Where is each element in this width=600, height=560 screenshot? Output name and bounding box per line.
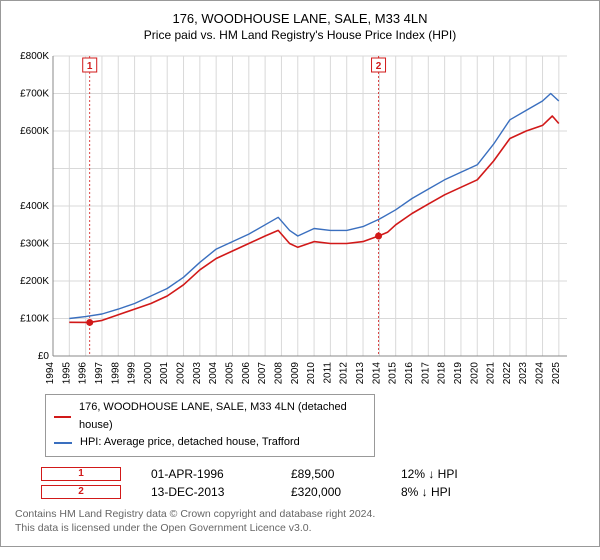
svg-text:2: 2 <box>376 61 382 72</box>
svg-text:£600K: £600K <box>20 126 49 137</box>
svg-text:2005: 2005 <box>224 362 235 385</box>
svg-text:1998: 1998 <box>110 362 121 385</box>
svg-text:2009: 2009 <box>290 362 301 385</box>
footer-line2: This data is licensed under the Open Gov… <box>15 521 585 536</box>
svg-text:2000: 2000 <box>143 362 154 385</box>
svg-text:£200K: £200K <box>20 276 49 287</box>
svg-text:1996: 1996 <box>78 362 89 385</box>
footer-line1: Contains HM Land Registry data © Crown c… <box>15 507 585 522</box>
svg-text:2001: 2001 <box>159 362 170 385</box>
sale-price: £89,500 <box>291 467 371 481</box>
title-block: 176, WOODHOUSE LANE, SALE, M33 4LN Price… <box>15 11 585 42</box>
svg-text:2020: 2020 <box>469 362 480 385</box>
svg-text:2021: 2021 <box>486 362 497 385</box>
svg-text:1: 1 <box>87 61 93 72</box>
svg-text:2017: 2017 <box>420 362 431 385</box>
legend: 176, WOODHOUSE LANE, SALE, M33 4LN (deta… <box>45 394 375 457</box>
chart-card: 176, WOODHOUSE LANE, SALE, M33 4LN Price… <box>0 0 600 547</box>
svg-text:1997: 1997 <box>94 362 105 385</box>
svg-text:2018: 2018 <box>437 362 448 385</box>
svg-text:2015: 2015 <box>388 362 399 385</box>
legend-row-property: 176, WOODHOUSE LANE, SALE, M33 4LN (deta… <box>54 399 366 434</box>
svg-text:£300K: £300K <box>20 239 49 250</box>
svg-text:2011: 2011 <box>322 362 333 384</box>
svg-text:2004: 2004 <box>208 362 219 385</box>
price-chart: £0 £100K £200K £300K £400K £600K £700K £800K 199… <box>15 48 585 388</box>
svg-text:2019: 2019 <box>453 362 464 385</box>
svg-text:2010: 2010 <box>306 362 317 385</box>
sale-date: 13-DEC-2013 <box>151 485 261 499</box>
sale-date: 01-APR-1996 <box>151 467 261 481</box>
svg-text:2003: 2003 <box>192 362 203 385</box>
svg-text:£0: £0 <box>38 351 50 362</box>
svg-text:2006: 2006 <box>241 362 252 385</box>
svg-text:1995: 1995 <box>61 362 72 385</box>
chart-subtitle: Price paid vs. HM Land Registry's House … <box>15 28 585 42</box>
legend-swatch-hpi <box>54 442 72 444</box>
sale-row: 2 13-DEC-2013 £320,000 8% ↓ HPI <box>41 485 585 499</box>
sale-delta: 12% ↓ HPI <box>401 467 481 481</box>
svg-text:2023: 2023 <box>518 362 529 385</box>
svg-text:2022: 2022 <box>502 362 513 385</box>
svg-text:2008: 2008 <box>273 362 284 385</box>
sale-row: 1 01-APR-1996 £89,500 12% ↓ HPI <box>41 467 585 481</box>
sale-marker: 2 <box>41 485 121 499</box>
svg-text:£400K: £400K <box>20 201 49 212</box>
svg-text:2024: 2024 <box>535 362 546 385</box>
svg-text:1994: 1994 <box>45 362 56 385</box>
legend-row-hpi: HPI: Average price, detached house, Traf… <box>54 434 366 452</box>
address-title: 176, WOODHOUSE LANE, SALE, M33 4LN <box>15 11 585 26</box>
svg-text:2025: 2025 <box>551 362 562 385</box>
legend-label-property: 176, WOODHOUSE LANE, SALE, M33 4LN (deta… <box>79 399 366 434</box>
legend-label-hpi: HPI: Average price, detached house, Traf… <box>80 434 300 452</box>
sale-delta: 8% ↓ HPI <box>401 485 481 499</box>
svg-text:1999: 1999 <box>127 362 138 385</box>
svg-text:2014: 2014 <box>371 362 382 385</box>
sale-price: £320,000 <box>291 485 371 499</box>
svg-text:2002: 2002 <box>176 362 187 385</box>
svg-text:£100K: £100K <box>20 314 49 325</box>
legend-swatch-property <box>54 416 71 418</box>
sales-block: 1 01-APR-1996 £89,500 12% ↓ HPI 2 13-DEC-2013… <box>15 467 585 499</box>
svg-text:2012: 2012 <box>339 362 350 385</box>
sale-marker: 1 <box>41 467 121 481</box>
svg-text:2007: 2007 <box>257 362 268 385</box>
svg-text:£800K: £800K <box>20 51 49 62</box>
chart-svg: £0 £100K £200K £300K £400K £600K £700K £800K 199… <box>15 48 577 388</box>
svg-text:2013: 2013 <box>355 362 366 385</box>
svg-text:2016: 2016 <box>404 362 415 385</box>
footer: Contains HM Land Registry data © Crown c… <box>15 507 585 536</box>
svg-text:£700K: £700K <box>20 89 49 100</box>
